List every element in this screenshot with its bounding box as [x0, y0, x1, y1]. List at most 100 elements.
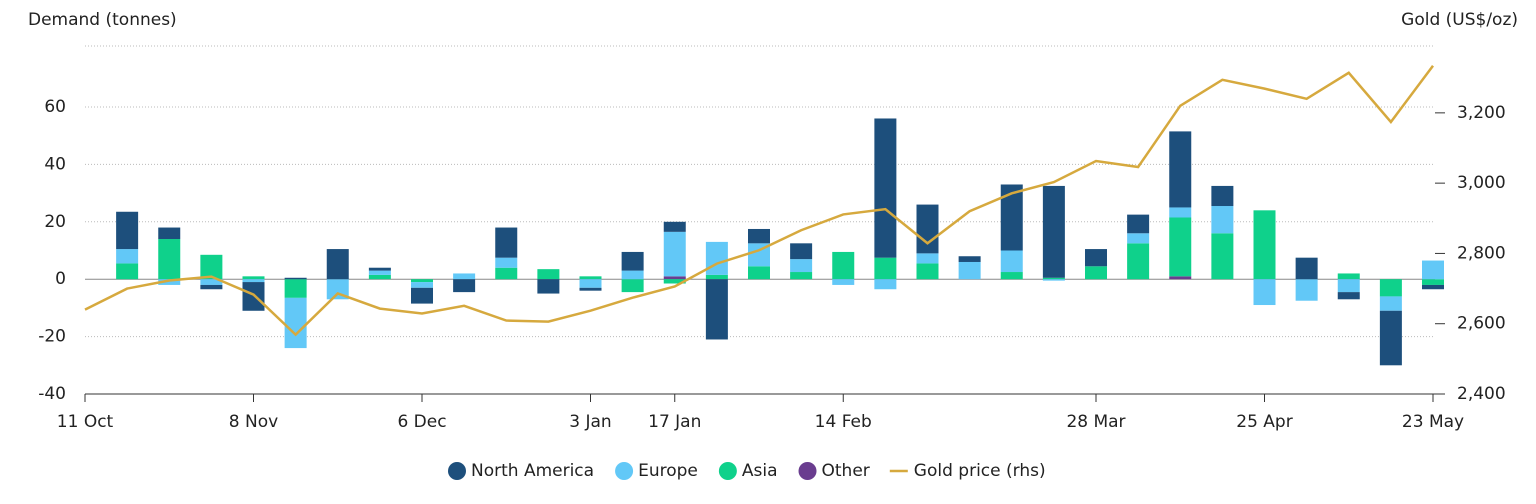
bar — [116, 249, 139, 264]
y-axis-label: Demand (tonnes) — [28, 10, 177, 30]
bar — [1127, 214, 1150, 234]
bar — [1337, 292, 1360, 300]
legend-marker — [615, 462, 634, 480]
bar — [1211, 233, 1234, 280]
y2-tick-label: 3,000 — [1457, 173, 1506, 193]
bar — [242, 279, 265, 283]
bar — [579, 287, 602, 291]
bar — [790, 259, 813, 273]
legend-label: North America — [471, 461, 594, 481]
gold-line — [84, 65, 1435, 337]
bar — [326, 249, 349, 280]
legend-marker — [448, 462, 466, 480]
bar — [1169, 217, 1192, 277]
y2-tick-label: 2,600 — [1457, 314, 1506, 334]
bar — [621, 279, 644, 293]
bar — [368, 274, 391, 280]
bar — [874, 257, 897, 280]
y2-tick-label: 2,800 — [1457, 243, 1506, 263]
bar — [1379, 310, 1402, 366]
bar — [1169, 131, 1192, 208]
y-tick-label: -20 — [38, 327, 66, 347]
x-tick-label: 8 Nov — [229, 412, 278, 432]
bar — [1042, 279, 1065, 281]
legend-label: Asia — [742, 461, 778, 481]
x-tick-label: 25 Apr — [1236, 412, 1292, 432]
bar — [411, 287, 433, 304]
bar — [495, 267, 518, 280]
bar — [748, 243, 770, 267]
bar — [495, 227, 518, 258]
y-tick-label: 0 — [55, 269, 66, 289]
bar — [579, 276, 602, 280]
bar — [748, 228, 770, 244]
bar — [116, 211, 139, 250]
bar — [495, 257, 518, 268]
bar — [1000, 250, 1023, 273]
y-tick-label: -40 — [38, 384, 66, 404]
bar — [1337, 273, 1360, 280]
bar — [1253, 279, 1276, 306]
bar — [1085, 266, 1107, 280]
x-tick-label: 14 Feb — [815, 412, 872, 432]
bar — [790, 243, 813, 260]
bar — [1211, 185, 1234, 207]
bar — [368, 270, 391, 275]
bar — [1211, 206, 1234, 234]
bar — [284, 297, 307, 349]
bar — [200, 284, 223, 290]
bar — [663, 231, 686, 277]
x-tick-label: 28 Mar — [1066, 412, 1125, 432]
y2-tick-label: 2,400 — [1457, 384, 1506, 404]
bar — [1127, 243, 1150, 280]
bar — [411, 279, 433, 283]
bar — [621, 270, 644, 280]
bar — [705, 274, 728, 280]
bar — [1000, 184, 1023, 251]
bar — [242, 282, 265, 311]
bar — [916, 263, 939, 280]
bar — [200, 279, 223, 285]
bar — [916, 253, 939, 264]
bar — [1422, 284, 1444, 290]
bar — [1253, 210, 1276, 280]
bar — [453, 273, 476, 280]
bar — [621, 251, 644, 271]
bar — [1295, 279, 1318, 301]
bar — [705, 241, 728, 275]
bar — [832, 279, 855, 285]
bar — [1379, 296, 1402, 311]
bar — [705, 279, 728, 340]
y-tick-label: 20 — [44, 212, 66, 232]
bar — [663, 279, 686, 284]
legend-label: Gold price (rhs) — [914, 461, 1046, 481]
bar — [1379, 279, 1402, 297]
bar — [158, 227, 181, 240]
bar — [1000, 272, 1023, 280]
bar — [1042, 185, 1065, 278]
bar — [116, 263, 139, 280]
bar — [748, 266, 770, 280]
bar — [1169, 276, 1192, 280]
legend-marker — [718, 462, 737, 480]
bar — [579, 279, 602, 288]
legend-label: Other — [822, 461, 870, 481]
bar — [368, 267, 391, 271]
bar — [663, 276, 686, 280]
bar — [1422, 260, 1444, 280]
y2-tick-label: 3,200 — [1457, 103, 1506, 123]
bar — [663, 221, 686, 232]
x-tick-label: 23 May — [1402, 412, 1464, 432]
bar — [453, 279, 476, 293]
bar — [158, 279, 181, 285]
x-tick-label: 6 Dec — [397, 412, 446, 432]
x-tick-label: 3 Jan — [569, 412, 611, 432]
bar — [1337, 279, 1360, 293]
x-tick-label: 17 Jan — [648, 412, 701, 432]
bar — [916, 204, 939, 254]
y2-axis-label: Gold (US$/oz) — [1401, 10, 1518, 30]
y-tick-label: 60 — [44, 97, 66, 117]
bar — [411, 282, 433, 288]
legend-label: Europe — [638, 461, 698, 481]
